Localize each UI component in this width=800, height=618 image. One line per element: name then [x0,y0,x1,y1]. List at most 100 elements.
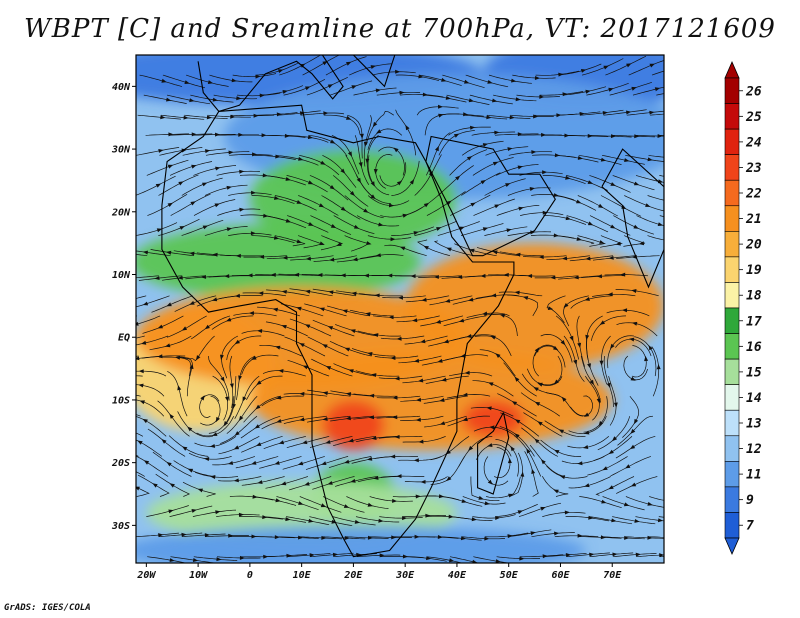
streamline-105 [404,476,448,483]
streamline-arrow [584,297,590,301]
streamline-545 [516,94,560,98]
streamline-42 [578,536,622,539]
streamline-arrow [462,392,468,397]
colorbar-swatch [724,358,740,385]
streamline-374 [274,235,306,247]
streamline-227 [608,376,617,426]
streamline-405 [473,198,515,216]
streamline-397 [286,215,329,233]
streamline-205 [622,395,640,438]
streamline-arrow [345,115,352,120]
streamline-412 [636,215,664,226]
streamline-390 [647,235,664,241]
streamline-arrow [238,132,244,137]
streamline-222 [449,372,493,377]
streamline-arrow [319,307,325,312]
streamline-460 [136,147,180,156]
streamline-516 [363,115,372,167]
streamline-arrow [415,417,421,422]
streamline-arrow [119,299,124,303]
streamline-241 [351,348,395,357]
streamline-533 [236,92,281,97]
streamline-arrow [138,383,144,388]
streamline-264 [357,330,401,337]
streamline-arrow [598,203,604,208]
streamline-arrow [600,535,606,540]
streamline-517 [365,111,394,145]
streamline-arrow [215,416,220,423]
streamline-arrow [175,355,181,360]
streamline-168 [261,415,304,430]
streamline-arrow [178,181,184,186]
streamline-376 [320,235,344,251]
streamline-361 [476,247,520,257]
streamline-arrow [514,376,520,382]
streamline-arrow [276,395,282,400]
streamline-arrow [488,382,494,387]
streamline-429 [484,178,526,196]
streamline-512 [277,110,321,116]
streamline-arrow [215,510,221,515]
streamline-arrow [371,436,377,440]
streamline-arrow [480,273,486,278]
streamline-238 [284,336,326,357]
streamline-479 [578,154,622,165]
streamline-106 [470,476,500,502]
streamline-346 [136,250,171,257]
streamline-343 [581,275,625,279]
streamline-78 [346,496,389,509]
streamline-89 [602,496,645,511]
streamline-arrow [621,205,627,210]
streamline-arrow [226,227,232,232]
colorbar-swatch [724,512,740,539]
streamline-503 [611,134,655,138]
streamline-arrow [626,63,632,68]
streamline-336 [418,275,462,278]
streamline-183 [617,415,654,446]
streamline-arrow [647,157,653,162]
streamline-63 [542,511,586,517]
streamline-arrow [343,504,350,508]
streamline-537 [330,80,373,96]
streamline-340 [511,274,555,277]
streamline-527 [626,110,664,116]
streamline-arrow [542,210,548,215]
streamline-arrow [596,398,601,404]
map-panel [119,54,665,564]
wbpt-region-9 [322,399,385,451]
streamline-arrow [565,553,571,557]
streamline-273 [601,335,611,385]
streamline-143 [218,435,260,455]
streamline-278 [142,315,184,334]
streamline-556 [232,73,277,78]
streamline-297 [590,315,627,341]
streamline-arrow [631,289,637,293]
streamline-274 [607,335,634,369]
streamline-arrow [394,434,400,439]
streamline-45 [647,536,664,538]
streamline-arrow [247,273,253,278]
streamline-544 [493,94,537,102]
streamline-arrow [373,169,378,175]
streamline-204 [583,396,608,433]
streamline-295 [576,315,586,367]
streamline-356 [360,254,404,259]
streamline-arrow [553,379,559,385]
streamline-176 [447,415,491,427]
streamline-arrow [541,132,547,137]
streamline-472 [395,109,416,156]
coastline-4 [197,55,396,113]
streamline-arrow [530,531,536,536]
streamline-arrow [197,488,203,493]
streamline-437 [146,159,189,176]
streamline-arrow [610,343,615,349]
colorbar: 26 25 24 23 22 21 20 19 18 17 16 15 14 13 12 11 9 7 [724,61,762,555]
streamline-43 [601,536,645,540]
streamline-arrow [526,448,531,454]
streamline-arrow [622,308,628,313]
streamline-64 [565,516,609,522]
streamline-arrow [242,396,247,402]
streamline-402 [403,191,443,216]
streamline-148 [333,435,376,447]
streamline-arrow [421,297,427,302]
